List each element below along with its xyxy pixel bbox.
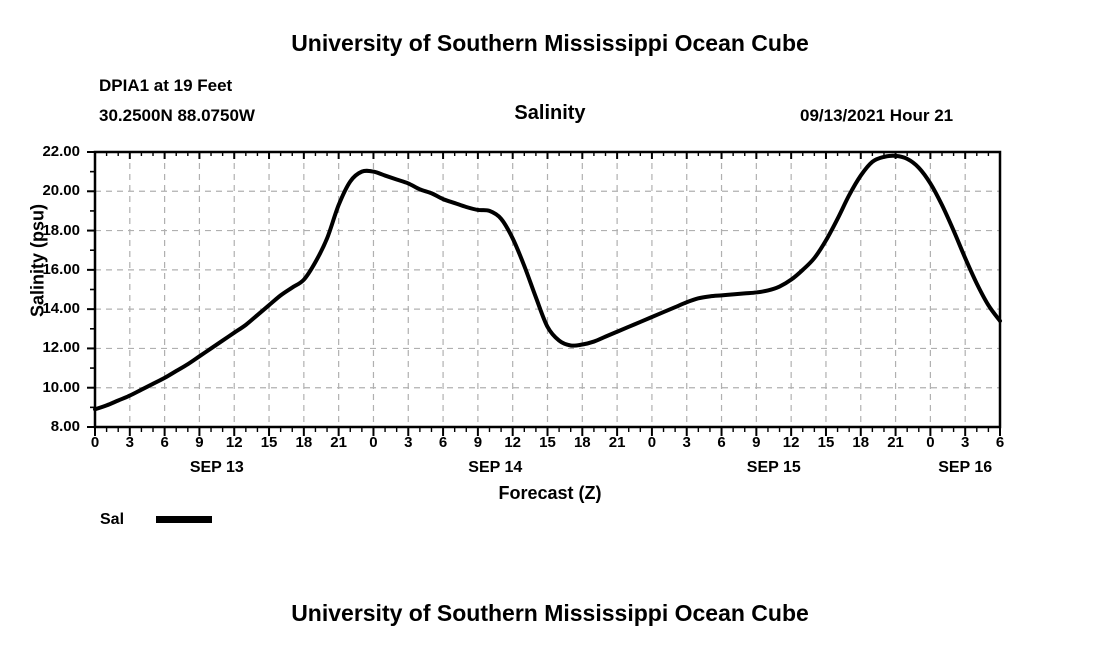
x-tick-label: 15 <box>817 434 835 451</box>
plot-frame <box>93 150 1002 429</box>
x-tick-label: 9 <box>473 434 483 451</box>
x-tick-label: 15 <box>539 434 556 451</box>
station-coordinates: 30.2500N 88.0750W <box>99 106 255 125</box>
x-tick-label: 3 <box>404 434 413 451</box>
grid-lines <box>95 152 1000 427</box>
y-tick-label: 12.00 <box>42 339 80 357</box>
x-tick-label: 6 <box>995 434 1005 451</box>
x-tick-label: 21 <box>887 434 904 451</box>
x-tick-label: 18 <box>852 434 870 451</box>
x-tick-label: 3 <box>125 434 134 451</box>
x-tick-label: 0 <box>647 434 657 451</box>
y-tick-label: 8.00 <box>50 418 80 435</box>
parameter-title: Salinity <box>514 102 586 124</box>
day-label: SEP 13 <box>189 459 244 476</box>
y-tick-label: 14.00 <box>42 300 80 318</box>
y-tick-label: 16.00 <box>42 260 80 278</box>
day-label: SEP 15 <box>746 459 801 476</box>
x-tick-label: 9 <box>195 434 204 451</box>
data-series <box>93 153 1002 412</box>
day-label: SEP 14 <box>468 459 523 476</box>
x-axis-label: Forecast (Z) <box>498 483 602 503</box>
footer-title: University of Southern Mississippi Ocean… <box>291 600 809 626</box>
series-line-sal <box>93 153 1002 412</box>
x-tick-label: 6 <box>160 434 169 451</box>
x-tick-label: 6 <box>717 434 726 451</box>
axis-ticks <box>87 151 1001 436</box>
x-tick-label: 9 <box>752 434 761 451</box>
y-tick-label: 18.00 <box>42 221 80 239</box>
plot-border <box>93 150 1002 429</box>
x-tick-label: 3 <box>961 434 970 451</box>
y-tick-label: 22.00 <box>42 143 80 160</box>
x-tick-label: 15 <box>260 434 278 451</box>
x-tick-label: 0 <box>90 434 100 451</box>
x-tick-label: 21 <box>330 434 347 451</box>
model-run-time: 09/13/2021 Hour 21 <box>800 106 954 125</box>
page-title: University of Southern Mississippi Ocean… <box>291 30 809 56</box>
legend-label: Sal <box>100 511 125 528</box>
x-tick-label: 6 <box>438 434 448 451</box>
x-tick-label: 3 <box>682 434 691 451</box>
day-label: SEP 16 <box>938 459 993 476</box>
x-tick-label: 0 <box>926 434 935 451</box>
y-tick-label: 10.00 <box>42 378 80 396</box>
x-tick-label: 18 <box>573 434 591 451</box>
y-tick-label: 20.00 <box>42 182 80 200</box>
legend-swatch <box>156 516 212 523</box>
x-tick-label: 12 <box>225 434 243 451</box>
x-tick-label: 21 <box>608 434 626 451</box>
station-info: DPIA1 at 19 Feet <box>99 76 233 95</box>
x-tick-label: 12 <box>504 434 522 451</box>
x-tick-label: 0 <box>369 434 378 451</box>
x-tick-label: 18 <box>295 434 313 451</box>
x-tick-label: 12 <box>782 434 800 451</box>
